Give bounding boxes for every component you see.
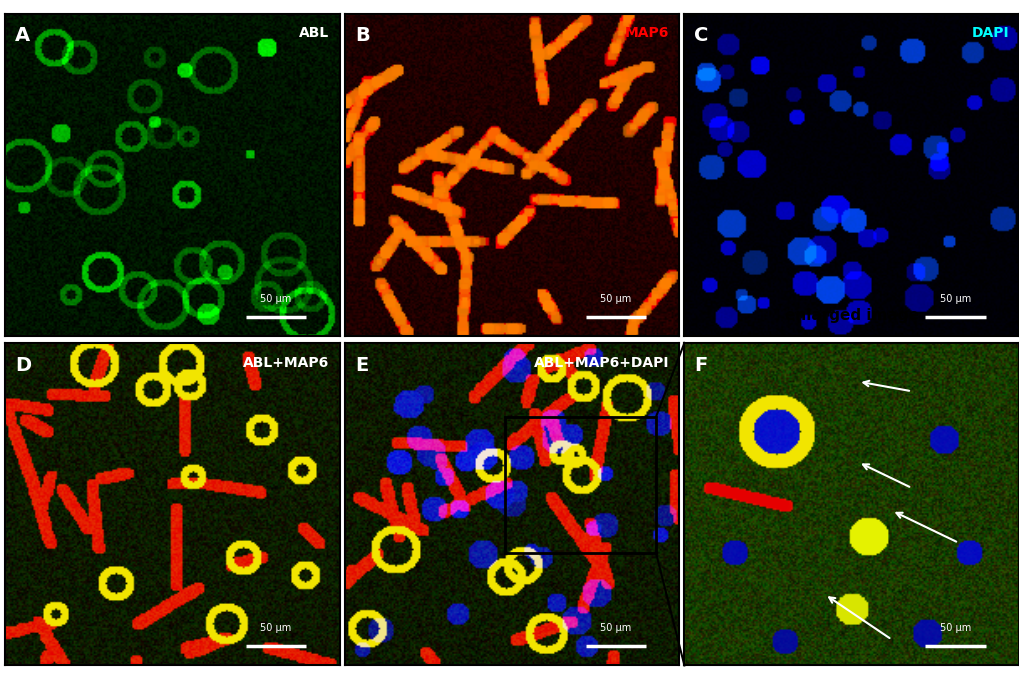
Text: F: F [694,356,707,375]
Text: 50 μm: 50 μm [260,294,291,304]
Text: MAP6: MAP6 [625,26,668,41]
Text: D: D [15,356,32,375]
Text: 50 μm: 50 μm [599,294,631,304]
Text: E: E [355,356,368,375]
Text: DAPI: DAPI [970,26,1008,41]
Text: 50 μm: 50 μm [260,623,291,633]
Text: ABL+MAP6: ABL+MAP6 [244,356,329,370]
Text: A: A [15,26,31,45]
Text: ABL: ABL [300,26,329,41]
Text: 50 μm: 50 μm [938,294,970,304]
Text: enlarged image: enlarged image [784,308,918,323]
Text: 50 μm: 50 μm [599,623,631,633]
Bar [504,417,655,553]
Text: B: B [355,26,369,45]
Text: C: C [694,26,708,45]
Text: 50 μm: 50 μm [938,623,970,633]
Text: ABL+MAP6+DAPI: ABL+MAP6+DAPI [533,356,668,370]
